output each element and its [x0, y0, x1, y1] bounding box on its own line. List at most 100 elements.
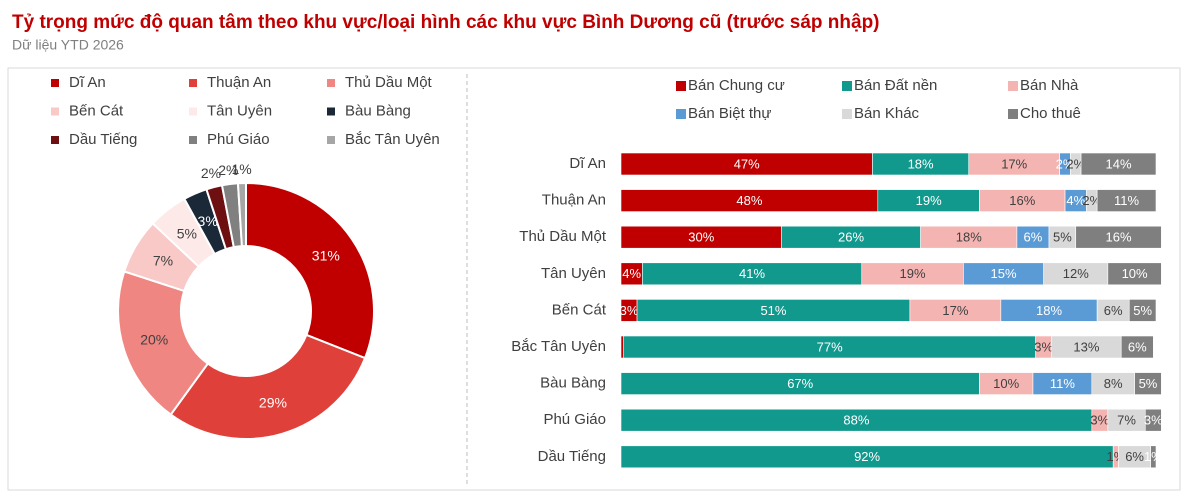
legend-label: Bán Chung cư: [688, 77, 785, 94]
bar-segment: [1134, 372, 1162, 395]
legend-label: Thủ Dầu Một: [345, 74, 433, 91]
panel-border: [7, 67, 1181, 491]
bar-segment: [1120, 335, 1154, 359]
data-label: 5%: [177, 225, 197, 241]
legend-label: Bến Cát: [69, 102, 124, 119]
data-label: 10%: [993, 376, 1019, 391]
donut-slice: [245, 181, 375, 360]
donut-slice: [236, 181, 247, 248]
data-label: 20%: [140, 332, 168, 348]
donut-slice: [117, 270, 210, 416]
data-label: 7%: [1117, 413, 1136, 428]
data-label: 92%: [854, 449, 880, 464]
y-tick-label: Bàu Bàng: [540, 375, 606, 392]
data-label: 16%: [1106, 230, 1132, 245]
legend-label: Phú Giáo: [207, 131, 270, 148]
data-label: 2%: [218, 162, 238, 178]
data-label: 3%: [1090, 413, 1109, 428]
bar-segment: [1128, 299, 1157, 322]
data-label: 41%: [739, 266, 765, 281]
data-label: 18%: [908, 156, 934, 171]
legend-label: Bán Khác: [854, 105, 920, 122]
legend-label: Cho thuê: [1020, 105, 1081, 122]
data-label: 4%: [1066, 193, 1085, 208]
data-label: 48%: [736, 193, 762, 208]
legend-swatch: [189, 136, 197, 144]
legend-swatch: [327, 107, 335, 116]
data-label: 5%: [1133, 303, 1152, 318]
legend-swatch: [327, 136, 335, 144]
legend-label: Dầu Tiếng: [69, 131, 137, 148]
legend-swatch: [327, 79, 335, 87]
data-label: 88%: [843, 413, 869, 428]
data-label: 12%: [1063, 266, 1089, 281]
legend-swatch: [842, 81, 852, 91]
data-label: 4%: [622, 266, 641, 281]
data-label: 19%: [916, 193, 942, 208]
data-label: 3%: [620, 303, 639, 318]
data-label: 13%: [1073, 339, 1099, 354]
data-label: 2%: [1056, 156, 1075, 171]
data-label: 6%: [1128, 339, 1147, 354]
bar-segment: [1096, 189, 1157, 212]
y-tick-label: Bến Cát: [552, 301, 607, 318]
data-label: 1%: [231, 161, 251, 177]
legend-label: Dĩ An: [69, 74, 106, 91]
data-label: 30%: [688, 230, 714, 245]
legend-label: Bán Đất nền: [854, 77, 937, 94]
chart-subtitle: Dữ liệu YTD 2026: [12, 37, 124, 53]
data-label: 31%: [312, 247, 340, 263]
data-label: 5%: [1053, 230, 1072, 245]
y-tick-label: Thuận An: [542, 192, 606, 209]
legend-swatch: [51, 79, 59, 87]
data-label: 77%: [817, 339, 843, 354]
data-label: 18%: [956, 230, 982, 245]
data-label: 67%: [787, 376, 813, 391]
bar-segment: [620, 335, 624, 359]
data-label: 14%: [1106, 156, 1132, 171]
y-tick-label: Thủ Dầu Một: [519, 228, 607, 245]
data-label: 29%: [259, 394, 287, 410]
y-tick-label: Phú Giáo: [543, 411, 606, 428]
legend-swatch: [51, 107, 59, 116]
data-label: 26%: [838, 230, 864, 245]
y-tick-label: Dĩ An: [569, 155, 606, 172]
legend-swatch: [1008, 109, 1018, 119]
data-label: 6%: [1104, 303, 1123, 318]
legend-label: Bắc Tân Uyên: [345, 131, 440, 148]
y-tick-label: Dầu Tiếng: [538, 448, 606, 465]
legend-swatch: [189, 79, 197, 87]
data-label: 5%: [1139, 376, 1158, 391]
data-label: 2%: [1082, 193, 1101, 208]
legend-label: Bán Biệt thự: [688, 105, 771, 122]
data-label: 1%: [1144, 449, 1163, 464]
bar-segment: [1107, 262, 1162, 286]
y-tick-label: Bắc Tân Uyên: [511, 338, 606, 355]
legend-label: Bán Nhà: [1020, 77, 1079, 94]
data-label: 19%: [900, 266, 926, 281]
data-label: 51%: [760, 303, 786, 318]
data-label: 2%: [1066, 156, 1085, 171]
data-label: 2%: [201, 165, 221, 181]
bar-segment: [1145, 408, 1162, 432]
data-label: 11%: [1050, 376, 1075, 391]
bar-segment: [1075, 225, 1162, 249]
data-label: 16%: [1009, 193, 1035, 208]
bar-segment: [1150, 445, 1157, 469]
legend-swatch: [676, 109, 686, 119]
y-tick-label: Tân Uyên: [541, 265, 606, 282]
data-label: 47%: [734, 156, 760, 171]
data-label: 6%: [1125, 449, 1144, 464]
data-label: 3%: [1034, 339, 1053, 354]
data-label: 11%: [1114, 193, 1139, 208]
legend-swatch: [189, 107, 197, 116]
data-label: 15%: [991, 266, 1017, 281]
legend-swatch: [842, 109, 852, 119]
data-label: 3%: [1144, 413, 1163, 428]
legend-label: Thuận An: [207, 74, 271, 91]
legend-swatch: [1008, 81, 1018, 91]
data-label: 18%: [1036, 303, 1062, 318]
data-label: 3%: [198, 213, 218, 229]
